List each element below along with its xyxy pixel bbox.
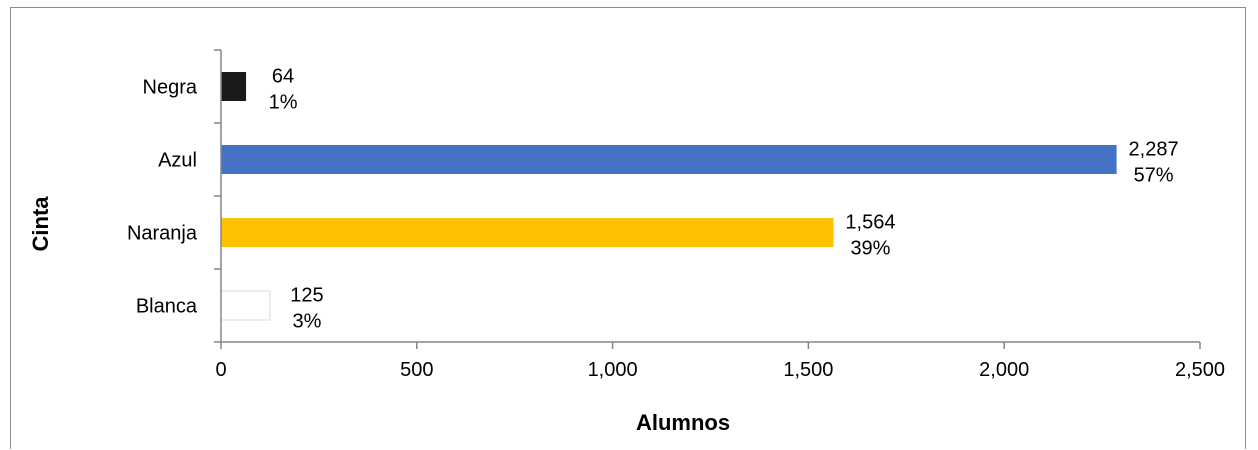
labels-layer: 0 500 1,000 1,500 2,000 2,500 Negra 64 1% Azul 2,2…	[127, 66, 1225, 382]
y-tick-label: Blanca	[136, 296, 198, 318]
axes-layer	[220, 50, 1200, 343]
data-label-percent: 1%	[269, 92, 298, 114]
x-tick-label: 2,500	[1175, 359, 1225, 381]
data-label-percent: 39%	[850, 238, 890, 260]
data-label-percent: 57%	[1134, 165, 1174, 187]
bars-layer	[220, 72, 1117, 321]
y-tick-label: Negra	[143, 77, 198, 99]
ticks-layer	[214, 49, 1201, 349]
chart-frame	[10, 7, 1246, 449]
bar-azul	[221, 145, 1117, 174]
y-axis-title: Cinta	[28, 196, 53, 252]
y-tick-label: Naranja	[127, 223, 198, 245]
bar-blanca	[220, 290, 271, 321]
x-tick-label: 1,500	[783, 359, 833, 381]
x-tick-label: 2,000	[979, 359, 1029, 381]
bar-naranja	[221, 218, 834, 247]
data-label-percent: 3%	[292, 311, 321, 333]
data-label-value: 2,287	[1129, 139, 1179, 161]
y-tick-label: Azul	[158, 150, 197, 172]
data-label-value: 1,564	[845, 212, 895, 234]
x-tick-label: 1,000	[588, 359, 638, 381]
x-tick-label: 0	[215, 359, 226, 381]
data-label-value: 64	[272, 66, 294, 88]
x-axis-title: Alumnos	[636, 410, 730, 435]
data-label-value: 125	[290, 285, 323, 307]
x-tick-label: 500	[400, 359, 433, 381]
bar-negra	[221, 72, 247, 101]
